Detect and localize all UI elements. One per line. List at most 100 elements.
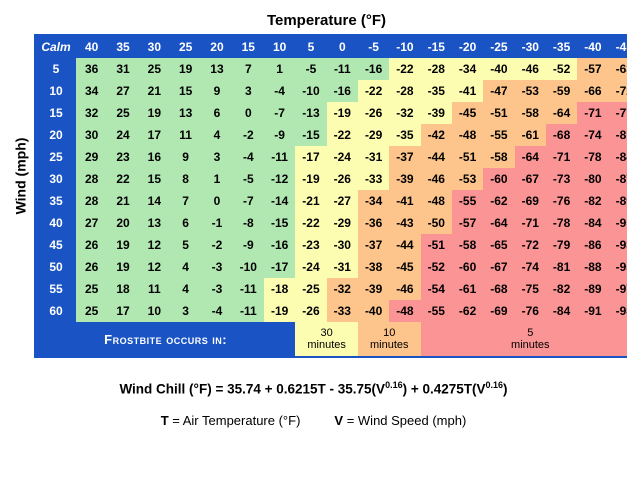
chill-cell: -24 bbox=[327, 146, 358, 168]
chill-cell: 13 bbox=[139, 212, 170, 234]
chill-cell: -71 bbox=[577, 102, 608, 124]
chill-cell: -33 bbox=[358, 168, 389, 190]
chill-cell: 26 bbox=[76, 256, 107, 278]
temp-header: -15 bbox=[421, 36, 452, 58]
chill-cell: 29 bbox=[76, 146, 107, 168]
chill-cell: 15 bbox=[139, 168, 170, 190]
chill-cell: 14 bbox=[139, 190, 170, 212]
wind-header: 25 bbox=[36, 146, 76, 168]
wind-header: 15 bbox=[36, 102, 76, 124]
chill-cell: -52 bbox=[546, 58, 577, 80]
chill-cell: -43 bbox=[389, 212, 420, 234]
chill-cell: 3 bbox=[170, 300, 201, 322]
chill-cell: -77 bbox=[609, 102, 627, 124]
chill-cell: -10 bbox=[295, 80, 326, 102]
chill-cell: -9 bbox=[233, 234, 264, 256]
temp-header: -5 bbox=[358, 36, 389, 58]
table-row: 452619125-2-9-16-23-30-37-44-51-58-65-72… bbox=[36, 234, 627, 256]
chill-cell: -47 bbox=[483, 80, 514, 102]
temp-header: -30 bbox=[515, 36, 546, 58]
chill-cell: 13 bbox=[201, 58, 232, 80]
chill-cell: -4 bbox=[233, 146, 264, 168]
chill-cell: -22 bbox=[389, 58, 420, 80]
chill-cell: 4 bbox=[170, 278, 201, 300]
chill-cell: 18 bbox=[107, 278, 138, 300]
chill-cell: -67 bbox=[515, 168, 546, 190]
chill-cell: -91 bbox=[577, 300, 608, 322]
chill-cell: -29 bbox=[358, 124, 389, 146]
axis-title-top: Temperature (°F) bbox=[34, 12, 619, 29]
chill-cell: -57 bbox=[577, 58, 608, 80]
frostbite-band: 10minutes bbox=[358, 322, 421, 356]
table-row: 552518114-3-11-18-25-32-39-46-54-61-68-7… bbox=[36, 278, 627, 300]
chill-cell: -55 bbox=[483, 124, 514, 146]
chill-cell: -16 bbox=[264, 234, 295, 256]
temp-header: -25 bbox=[483, 36, 514, 58]
chill-cell: -22 bbox=[327, 124, 358, 146]
wind-header: 45 bbox=[36, 234, 76, 256]
windchill-table: Calm 4035302520151050-5-10-15-20-25-30-3… bbox=[36, 36, 627, 356]
frostbite-row: Frostbite occurs in:30minutes10minutes5m… bbox=[36, 322, 627, 356]
chill-cell: 11 bbox=[139, 278, 170, 300]
chill-cell: 12 bbox=[139, 256, 170, 278]
chill-cell: 17 bbox=[139, 124, 170, 146]
chill-cell: -81 bbox=[546, 256, 577, 278]
chill-cell: -45 bbox=[452, 102, 483, 124]
chill-cell: -65 bbox=[483, 234, 514, 256]
chill-cell: -66 bbox=[577, 80, 608, 102]
chill-cell: -27 bbox=[327, 190, 358, 212]
chill-cell: 25 bbox=[76, 300, 107, 322]
chill-cell: -84 bbox=[609, 146, 627, 168]
chill-cell: -63 bbox=[609, 58, 627, 80]
temp-header: 40 bbox=[76, 36, 107, 58]
temp-header: 10 bbox=[264, 36, 295, 58]
chill-cell: -79 bbox=[546, 234, 577, 256]
chill-cell: -17 bbox=[295, 146, 326, 168]
chill-cell: -2 bbox=[201, 234, 232, 256]
chill-cell: -4 bbox=[264, 80, 295, 102]
chill-cell: 3 bbox=[201, 146, 232, 168]
table-row: 153225191360-7-13-19-26-32-39-45-51-58-6… bbox=[36, 102, 627, 124]
chill-cell: -31 bbox=[358, 146, 389, 168]
legend-row: T = Air Temperature (°F) V = Wind Speed … bbox=[8, 413, 619, 428]
chill-cell: -62 bbox=[483, 190, 514, 212]
chill-cell: 24 bbox=[107, 124, 138, 146]
chill-cell: -78 bbox=[546, 212, 577, 234]
chill-cell: 1 bbox=[264, 58, 295, 80]
chill-cell: -89 bbox=[609, 190, 627, 212]
chill-cell: 23 bbox=[107, 146, 138, 168]
temp-header: -45 bbox=[609, 36, 627, 58]
chill-cell: -58 bbox=[515, 102, 546, 124]
chill-cell: 4 bbox=[201, 124, 232, 146]
chill-cell: 19 bbox=[139, 102, 170, 124]
temp-header: 5 bbox=[295, 36, 326, 58]
chill-cell: -32 bbox=[327, 278, 358, 300]
table-row: 2529231693-4-11-17-24-31-37-44-51-58-64-… bbox=[36, 146, 627, 168]
temp-header: 20 bbox=[201, 36, 232, 58]
chill-cell: 10 bbox=[139, 300, 170, 322]
chart-frame: Calm 4035302520151050-5-10-15-20-25-30-3… bbox=[34, 34, 627, 358]
chill-cell: 1 bbox=[201, 168, 232, 190]
temp-header: -20 bbox=[452, 36, 483, 58]
axis-title-left: Wind (mph) bbox=[10, 34, 30, 318]
chill-cell: -34 bbox=[452, 58, 483, 80]
chill-cell: -31 bbox=[327, 256, 358, 278]
chill-cell: -51 bbox=[421, 234, 452, 256]
wind-header: 35 bbox=[36, 190, 76, 212]
chill-cell: -7 bbox=[264, 102, 295, 124]
chill-cell: -52 bbox=[421, 256, 452, 278]
chill-cell: -68 bbox=[546, 124, 577, 146]
chill-cell: -15 bbox=[295, 124, 326, 146]
chill-cell: 9 bbox=[201, 80, 232, 102]
chill-cell: -89 bbox=[577, 278, 608, 300]
chill-cell: -11 bbox=[327, 58, 358, 80]
temp-header: 0 bbox=[327, 36, 358, 58]
chill-cell: 7 bbox=[170, 190, 201, 212]
chill-cell: -98 bbox=[609, 300, 627, 322]
chill-cell: -75 bbox=[515, 278, 546, 300]
chill-cell: -11 bbox=[233, 300, 264, 322]
chill-cell: -29 bbox=[327, 212, 358, 234]
chill-cell: -68 bbox=[483, 278, 514, 300]
chill-cell: 19 bbox=[107, 256, 138, 278]
chill-cell: -53 bbox=[452, 168, 483, 190]
